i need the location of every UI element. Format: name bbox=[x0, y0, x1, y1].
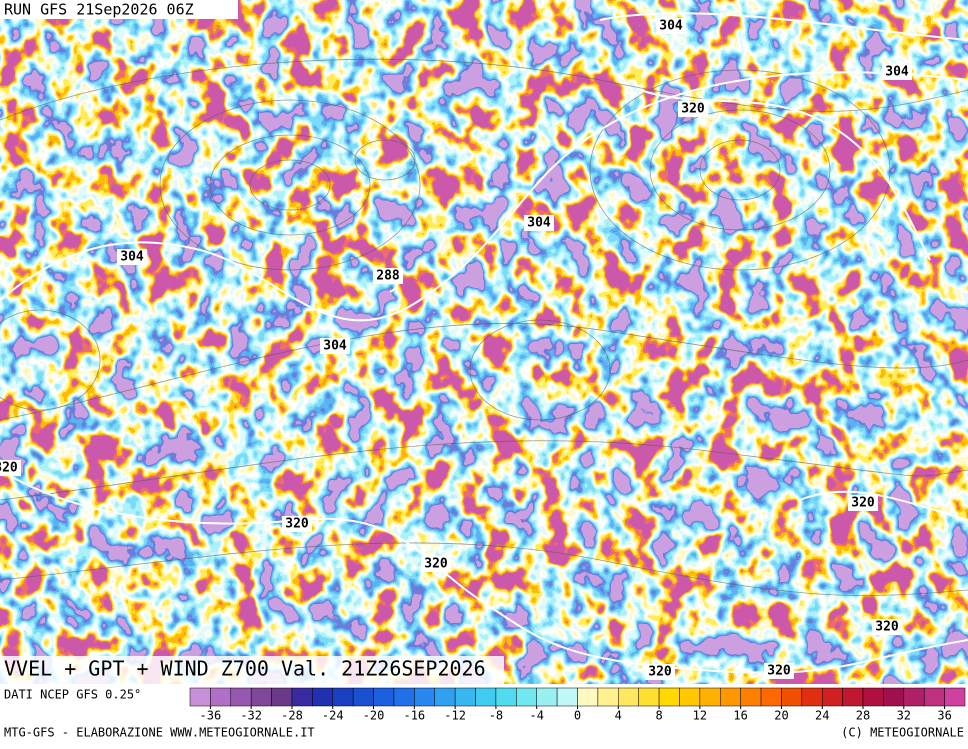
colorbar-tick-label: 16 bbox=[733, 709, 747, 723]
colorbar-tick-label: 12 bbox=[693, 709, 707, 723]
colorbar-swatch bbox=[903, 687, 925, 707]
contour-label-bg bbox=[117, 249, 147, 265]
colorbar-swatch bbox=[597, 687, 619, 707]
colorbar-swatch bbox=[801, 687, 823, 707]
colorbar-tick-label: -20 bbox=[363, 709, 385, 723]
colorbar-tick-label: -36 bbox=[200, 709, 222, 723]
colorbar-swatch bbox=[618, 687, 639, 707]
colorbar-swatch bbox=[577, 687, 599, 707]
colorbar-tick-label: 4 bbox=[615, 709, 622, 723]
colorbar-swatch bbox=[373, 687, 395, 707]
contour-label: 304 bbox=[885, 65, 909, 80]
colorbar-swatch bbox=[475, 687, 497, 707]
colorbar-tick-label: 8 bbox=[655, 709, 662, 723]
colorbar-swatch bbox=[842, 687, 864, 707]
colorbar-tick-label: 36 bbox=[937, 709, 951, 723]
colorbar-swatch bbox=[760, 687, 782, 707]
contour-label-bg bbox=[764, 663, 794, 679]
colorbar: -36 -32 -28 -24 -20 -16 -12 -8 -4 0 4 8 12 16 20 24 28 32… bbox=[189, 687, 966, 723]
colorbar-tick-label: 32 bbox=[897, 709, 911, 723]
colorbar-swatch bbox=[352, 687, 374, 707]
contour-label-bg bbox=[0, 460, 21, 476]
colorbar-swatch bbox=[312, 687, 334, 707]
colorbar-swatch bbox=[699, 687, 721, 707]
contour-label: 304 bbox=[659, 19, 683, 34]
contour-label: 320 bbox=[875, 620, 899, 635]
colorbar-swatch bbox=[516, 687, 537, 707]
contour-label-bg bbox=[645, 664, 675, 680]
colorbar-swatch bbox=[250, 687, 272, 707]
contour-label-bg bbox=[678, 101, 708, 117]
colorbar-swatch bbox=[271, 687, 293, 707]
contour-label: 320 bbox=[851, 496, 875, 511]
colorbar-swatch bbox=[944, 687, 966, 707]
colorbar-swatch bbox=[210, 687, 232, 707]
map-title: VVEL + GPT + WIND Z700 Val. 21Z26SEP2026 bbox=[4, 657, 486, 681]
colorbar-tick-label: -28 bbox=[281, 709, 303, 723]
contour-label: 288 bbox=[376, 269, 400, 284]
contour-label-bg bbox=[848, 495, 878, 511]
colorbar-swatch bbox=[434, 687, 456, 707]
colorbar-swatch bbox=[781, 687, 803, 707]
colorbar-swatch bbox=[638, 687, 660, 707]
colorbar-tick-label: -32 bbox=[240, 709, 262, 723]
contour-label: 304 bbox=[120, 250, 144, 265]
colorbar-swatch bbox=[536, 687, 558, 707]
contour-label: 320 bbox=[681, 102, 705, 117]
contour-label: 320 bbox=[0, 461, 18, 476]
colorbar-tick-label: -4 bbox=[529, 709, 543, 723]
contour-label-bg bbox=[882, 64, 912, 80]
colorbar-swatch bbox=[332, 687, 354, 707]
colorbar-tick-label: -24 bbox=[322, 709, 344, 723]
contour-label: 304 bbox=[527, 216, 551, 231]
colorbar-swatch bbox=[556, 687, 578, 707]
colorbar-swatch bbox=[414, 687, 435, 707]
contour-labels: 304 304 320 304 304 288 304 320 320 320 320 320 320 3… bbox=[0, 18, 912, 680]
colorbar-tick-label: 28 bbox=[856, 709, 870, 723]
colorbar-swatch bbox=[658, 687, 680, 707]
contour-label-bg bbox=[282, 516, 312, 532]
colorbar-swatch bbox=[883, 687, 905, 707]
vvel-field bbox=[0, 0, 968, 684]
colorbar-swatch bbox=[454, 687, 476, 707]
contour-label-bg bbox=[320, 338, 350, 354]
contour-label-bg bbox=[373, 268, 403, 284]
colorbar-swatch bbox=[291, 687, 313, 707]
colorbar-swatch bbox=[230, 687, 252, 707]
contour-label-bg bbox=[656, 18, 686, 34]
gpt-contours bbox=[0, 12, 968, 674]
colorbar-tick-label: -16 bbox=[403, 709, 425, 723]
colorbar-swatch bbox=[821, 687, 843, 707]
contour-label: 320 bbox=[767, 664, 791, 679]
colorbar-swatch bbox=[189, 687, 211, 707]
contour-label: 320 bbox=[424, 557, 448, 572]
contour-label: 320 bbox=[285, 517, 309, 532]
colorbar-tick-label: 0 bbox=[574, 709, 581, 723]
contour-label-bg bbox=[872, 619, 902, 635]
contour-label: 304 bbox=[323, 339, 347, 354]
title-box bbox=[0, 656, 504, 684]
colorbar-swatch bbox=[679, 687, 701, 707]
copyright: (C) METEOGIORNALE bbox=[841, 726, 964, 740]
run-box bbox=[0, 0, 238, 19]
colorbar-swatch bbox=[393, 687, 415, 707]
credits: MTG-GFS - ELABORAZIONE WWW.METEOGIORNALE… bbox=[4, 726, 315, 740]
contour-label: 320 bbox=[648, 665, 672, 680]
contour-label-bg bbox=[421, 556, 451, 572]
colorbar-tick-label: 24 bbox=[815, 709, 829, 723]
colorbar-tick-label: 20 bbox=[774, 709, 788, 723]
colorbar-swatch bbox=[495, 687, 517, 707]
contour-label-bg bbox=[524, 215, 554, 231]
source: DATI NCEP GFS 0.25° bbox=[4, 688, 141, 702]
wind-streamlines bbox=[0, 58, 968, 596]
map: 304 304 320 304 304 288 304 320 320 320 320 320 320 3… bbox=[0, 0, 968, 684]
colorbar-swatch bbox=[862, 687, 884, 707]
colorbar-tick-label: -8 bbox=[489, 709, 503, 723]
colorbar-swatch bbox=[923, 687, 945, 707]
colorbar-tick-label: -12 bbox=[444, 709, 466, 723]
run-label: RUN GFS 21Sep2026 06Z bbox=[4, 1, 194, 19]
colorbar-swatch bbox=[740, 687, 762, 707]
colorbar-swatch bbox=[720, 687, 741, 707]
